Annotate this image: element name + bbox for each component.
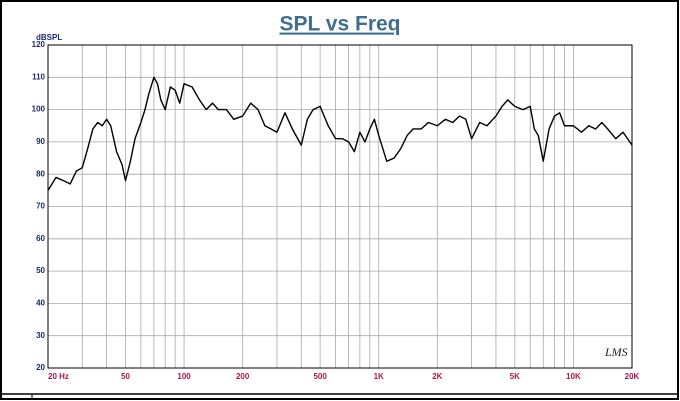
y-tick-label: 30 [36,331,45,340]
x-tick-label: 200 [236,372,250,381]
x-tick-label: 20 Hz [48,372,69,381]
y-tick-label: 60 [36,234,45,243]
x-tick-label: 10K [566,372,581,381]
y-axis-label: dBSPL [36,33,62,42]
x-tick-label: 100 [177,372,191,381]
annotation: LMS [604,345,628,359]
y-tick-label: 80 [36,169,45,178]
x-tick-label: 5K [510,372,520,381]
line-series [47,76,633,191]
y-tick-label: 90 [36,137,45,146]
y-tick-label: 110 [32,72,45,81]
plot-border [47,44,633,369]
x-tick-label: 2K [432,372,442,381]
chart-title: SPL vs Freq [280,13,401,36]
y-tick-label: 120 [32,40,46,49]
x-tick-label: 20K [625,372,640,381]
y-tick-label: 70 [36,202,45,211]
y-tick-label: 40 [36,299,45,308]
y-tick-label: 100 [32,105,46,114]
x-tick-label: 1K [374,372,384,381]
y-tick-label: 20 [36,363,45,372]
x-tick-label: 500 [313,372,327,381]
y-tick-label: 50 [36,266,45,275]
x-tick-label: 50 [121,372,130,381]
